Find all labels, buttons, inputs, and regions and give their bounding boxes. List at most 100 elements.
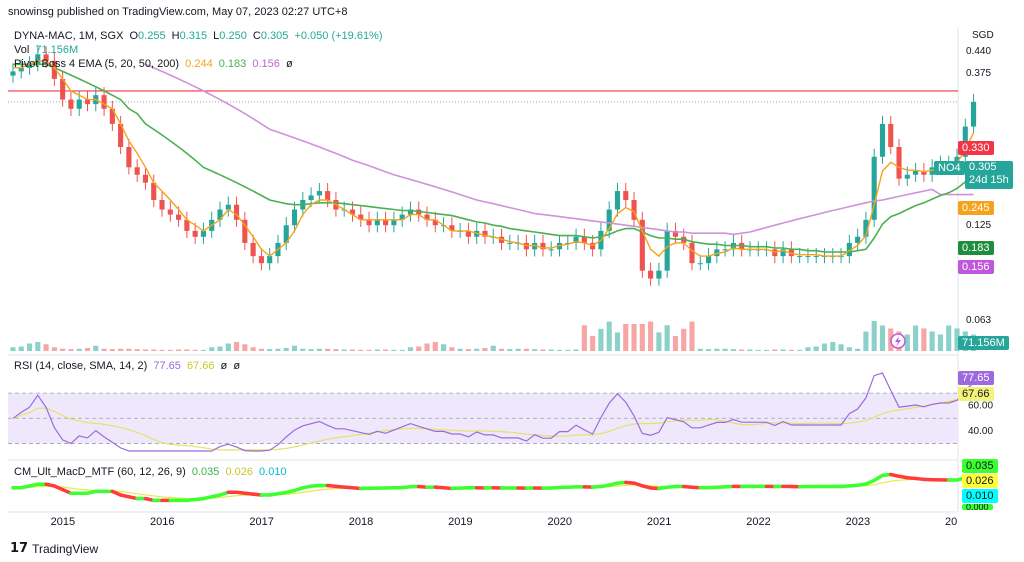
volume-bar	[664, 325, 670, 351]
volume-bar	[581, 325, 587, 351]
candle	[68, 91, 74, 116]
rsi-tag: 77.65	[958, 371, 994, 385]
candle	[871, 148, 877, 227]
candle	[507, 234, 513, 251]
rsi-tick-label: 40.00	[968, 426, 993, 437]
candle	[26, 56, 33, 75]
candle	[424, 206, 430, 227]
volume-bar	[291, 345, 298, 351]
low-value: 0.250	[219, 30, 247, 42]
candle-body	[374, 219, 380, 226]
volume-bar	[333, 349, 339, 351]
volume-bar	[532, 349, 538, 351]
volume-bar	[465, 349, 471, 351]
ema20-line	[13, 63, 975, 253]
rsi-label[interactable]: RSI (14, close, SMA, 14, 2)	[14, 360, 148, 372]
volume-bar	[184, 349, 190, 351]
ema5-value: 0.244	[185, 58, 213, 70]
candle-body	[316, 191, 322, 196]
candle	[10, 63, 16, 83]
candle-body	[639, 219, 645, 271]
price-tick-label: 0.440	[966, 46, 991, 57]
volume-bar	[722, 348, 728, 351]
volume-bar	[937, 334, 944, 351]
candle	[482, 222, 488, 244]
candle	[606, 201, 612, 238]
volume-bar	[225, 343, 231, 351]
volume-bar	[706, 349, 712, 351]
volume-bar	[763, 349, 770, 351]
high-label: H	[171, 30, 180, 42]
volume-bar	[432, 342, 438, 351]
volume-bar	[565, 349, 571, 351]
volume-bar	[846, 347, 852, 351]
volume-bar	[697, 348, 703, 351]
macd-tag: 0.035	[962, 459, 998, 473]
volume-bar	[200, 349, 206, 351]
candle	[217, 201, 223, 227]
volume-bar	[904, 334, 910, 351]
candle	[159, 191, 165, 217]
candle	[35, 46, 41, 72]
candle	[697, 255, 703, 271]
macd-label[interactable]: CM_Ult_MacD_MTF (60, 12, 26, 9)	[14, 466, 186, 478]
candle-body	[217, 209, 223, 220]
volume-bar	[788, 349, 794, 351]
time-tick-label: 2017	[249, 516, 273, 528]
volume-bar	[490, 345, 496, 351]
candle	[258, 248, 264, 271]
candle	[432, 211, 438, 233]
volume-bar	[43, 344, 49, 351]
time-tick-label: 2021	[647, 516, 671, 528]
time-tick-label: 2020	[548, 516, 572, 528]
candle-body	[10, 71, 16, 76]
candle-body	[43, 54, 49, 61]
candle	[18, 59, 24, 79]
volume-bar	[51, 347, 57, 351]
candle	[142, 166, 149, 190]
volume-bar	[325, 348, 331, 351]
candle-body	[176, 214, 182, 220]
candle-body	[126, 147, 132, 168]
volume-bar	[118, 348, 124, 351]
candle-body	[192, 230, 198, 237]
symbol-label[interactable]: DYNA-MAC, 1M, SGX	[14, 30, 124, 42]
volume-bar	[26, 343, 33, 351]
rsi-v4: ø	[233, 360, 241, 372]
ema50-price-tag: 0.156	[958, 260, 994, 274]
candle-body	[896, 147, 902, 179]
tradingview-brand[interactable]: 17 TradingView	[10, 541, 98, 556]
volume-bar	[879, 325, 886, 351]
candle	[109, 100, 115, 131]
candle	[639, 211, 645, 278]
volume-bar	[954, 328, 960, 351]
high-value: 0.315	[179, 30, 208, 42]
candle	[797, 248, 803, 264]
volume-bar	[424, 343, 430, 351]
volume-bar	[449, 347, 455, 351]
volume-legend: Vol 71.156M	[14, 44, 81, 56]
candle-body	[623, 191, 629, 201]
volume-bar	[275, 348, 281, 351]
candle	[888, 115, 894, 155]
price-legend: DYNA-MAC, 1M, SGX O0.255 H0.315 L0.250 C…	[14, 30, 386, 42]
candle-body	[656, 270, 662, 279]
brand-name: TradingView	[32, 541, 99, 556]
candle	[465, 222, 471, 244]
volume-bar	[316, 348, 322, 351]
candle-body	[233, 204, 240, 220]
candle	[722, 241, 728, 257]
ema20-value: 0.183	[218, 58, 247, 70]
volume-bar	[209, 347, 215, 351]
volume-bar	[681, 328, 687, 351]
candle	[855, 228, 861, 251]
rsi-v3: ø	[220, 360, 228, 372]
ema-label[interactable]: Pivot Boss 4 EMA (5, 20, 50, 200)	[14, 58, 180, 70]
candle-body	[325, 191, 331, 201]
volume-bar	[838, 344, 844, 351]
candle-body	[606, 209, 612, 231]
candle	[283, 217, 289, 251]
volume-label[interactable]: Vol	[14, 44, 30, 56]
candle	[291, 201, 298, 233]
candle-body	[60, 78, 66, 100]
